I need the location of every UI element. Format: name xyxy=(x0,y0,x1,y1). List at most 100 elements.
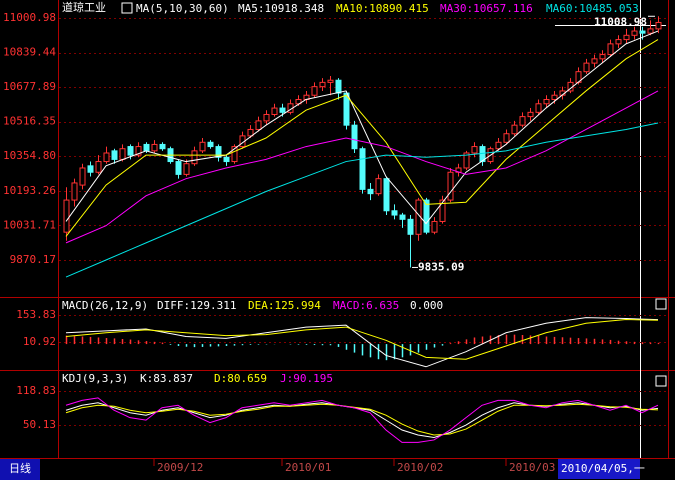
candle-body xyxy=(319,81,326,88)
y-tick-label: 50.13 xyxy=(23,418,56,431)
y-tick-label: 11000.98 xyxy=(3,11,56,24)
y-tick-label: 10677.89 xyxy=(3,80,56,93)
candle-body xyxy=(63,199,70,233)
price-annotation: 9835.09 xyxy=(418,260,464,273)
candle-body xyxy=(351,124,358,150)
candle-body xyxy=(103,152,110,163)
candle-body xyxy=(407,218,414,235)
panel-title: KDJ(9,3,3) xyxy=(62,372,128,385)
indicator-line xyxy=(65,319,659,360)
period-button-bg[interactable] xyxy=(0,459,40,480)
candle-body xyxy=(263,113,270,122)
candle-body xyxy=(247,128,254,137)
y-tick-label: 10031.71 xyxy=(3,218,56,231)
candle-body xyxy=(591,58,598,64)
price-annotation: 11008.98 xyxy=(594,15,647,28)
macd-extra-label: 0.000 xyxy=(410,299,443,312)
cursor-date: 2010/04/05,一 xyxy=(561,462,645,475)
candle-body xyxy=(503,133,510,143)
candle-body xyxy=(231,146,238,163)
indicator-line xyxy=(65,402,659,438)
legend-entry: DEA:125.994 xyxy=(248,299,321,312)
candle-body xyxy=(471,146,478,154)
candle-body xyxy=(463,152,470,169)
candle-body xyxy=(583,62,590,73)
legend-entry: MA30:10657.116 xyxy=(440,2,533,15)
candle-body xyxy=(511,124,518,135)
candle-body xyxy=(159,143,166,150)
y-tick-label: 10516.35 xyxy=(3,115,56,128)
x-tick-label: 2010/02 xyxy=(397,461,443,474)
candle-body xyxy=(535,103,542,113)
period-button[interactable]: 日线 xyxy=(9,461,31,475)
legend-entry: MA5:10918.348 xyxy=(238,2,324,15)
candle-body xyxy=(383,178,390,212)
candle-body xyxy=(223,156,230,163)
candle-body xyxy=(111,150,118,160)
candle-body xyxy=(207,141,214,148)
candle-body xyxy=(375,178,382,195)
candle-body xyxy=(95,161,102,173)
candle-body xyxy=(367,188,374,195)
candle-body xyxy=(119,148,126,160)
candle-body xyxy=(551,94,558,100)
legend-entry: J:90.195 xyxy=(280,372,333,385)
legend-entry: K:83.837 xyxy=(140,372,193,385)
y-tick-label: 9870.17 xyxy=(10,253,56,266)
indicator-title: MA(5,10,30,60) xyxy=(136,2,229,15)
y-tick-label: 118.83 xyxy=(16,384,56,397)
legend-entry: DIFF:129.311 xyxy=(157,299,236,312)
legend-entry: MA60:10485.053 xyxy=(546,2,639,15)
candle-body xyxy=(127,146,134,156)
panel-button[interactable] xyxy=(655,375,667,387)
candle-body xyxy=(431,220,438,233)
indicator-line xyxy=(65,397,659,443)
candle-body xyxy=(255,120,262,130)
candle-body xyxy=(215,146,222,158)
indicator-line xyxy=(65,403,659,436)
candle-body xyxy=(647,28,654,34)
y-tick-label: 10193.26 xyxy=(3,184,56,197)
candle-body xyxy=(527,111,534,118)
y-tick-label: 10839.44 xyxy=(3,46,56,59)
candle-body xyxy=(399,214,406,220)
indicator-line xyxy=(65,39,659,237)
candle-body xyxy=(151,143,158,152)
candle-body xyxy=(391,210,398,216)
candle-body xyxy=(87,165,94,173)
candle-body xyxy=(639,30,646,34)
indicator-line xyxy=(65,90,659,244)
instrument-title: 道琼工业 xyxy=(62,0,106,14)
candle-body xyxy=(183,163,190,175)
candle-body xyxy=(615,39,622,45)
candle-body xyxy=(359,148,366,190)
y-tick-label: 153.83 xyxy=(16,308,56,321)
candle-body xyxy=(327,79,334,83)
candle-body xyxy=(311,86,318,96)
indicator-line xyxy=(65,122,659,278)
legend-entry: D:80.659 xyxy=(214,372,267,385)
legend-entry: MA10:10890.415 xyxy=(336,2,429,15)
candle-body xyxy=(447,171,454,201)
candle-body xyxy=(599,54,606,60)
legend-entry: MACD:6.635 xyxy=(333,299,399,312)
indicator-icon xyxy=(121,2,133,14)
candle-body xyxy=(623,34,630,41)
candle-body xyxy=(143,143,150,152)
indicator-line xyxy=(65,30,659,225)
candle-body xyxy=(519,116,526,126)
candle-body xyxy=(335,79,342,94)
cursor-date-bg xyxy=(558,459,640,479)
candle-body xyxy=(607,43,614,56)
candle-body xyxy=(279,107,286,113)
y-tick-label: 10.92 xyxy=(23,335,56,348)
x-tick-label: 2010/03 xyxy=(509,461,555,474)
candle-body xyxy=(439,199,446,222)
candle-body xyxy=(495,141,502,150)
indicator-line xyxy=(65,317,659,368)
candle-body xyxy=(655,21,662,30)
candle-body xyxy=(191,150,198,165)
panel-button[interactable] xyxy=(655,298,667,310)
